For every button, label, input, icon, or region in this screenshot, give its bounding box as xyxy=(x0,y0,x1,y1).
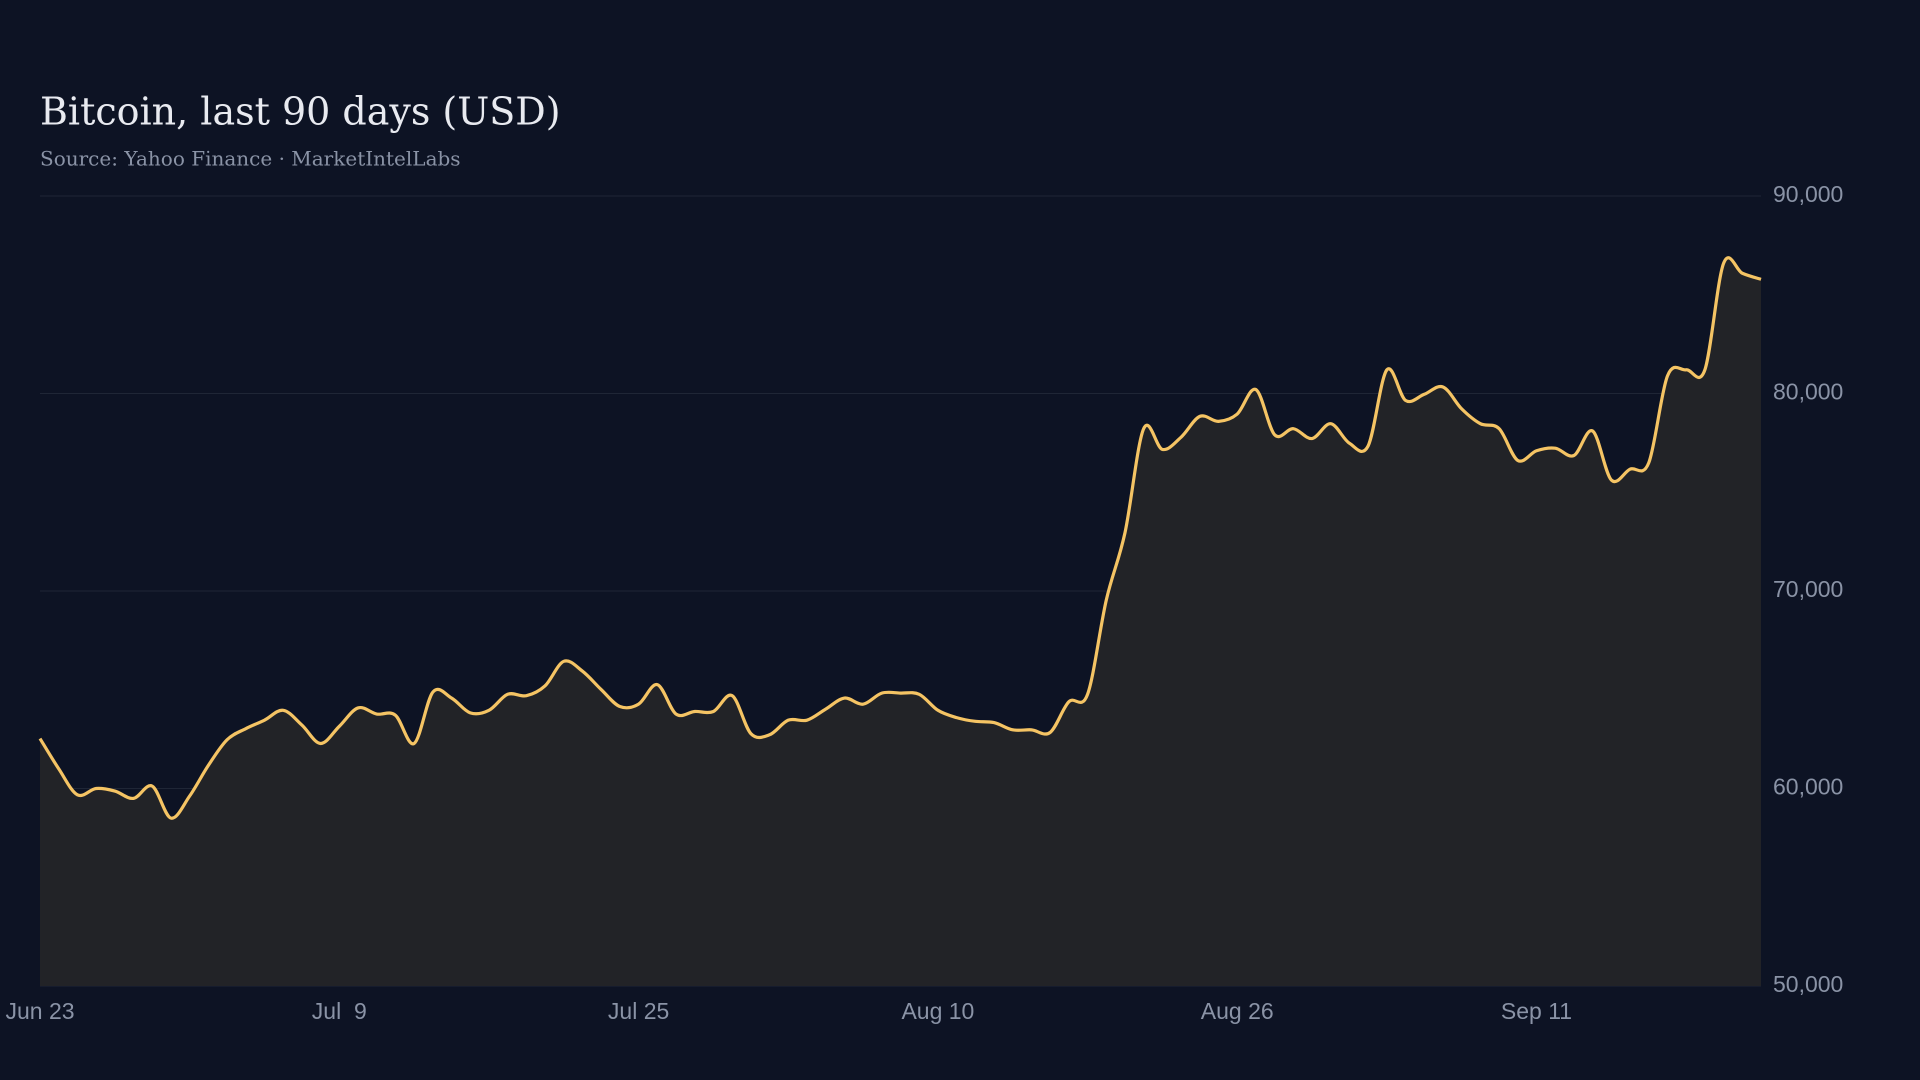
y-tick-label: 70,000 xyxy=(1773,576,1843,602)
y-tick-label: 80,000 xyxy=(1773,379,1843,405)
y-tick-label: 60,000 xyxy=(1773,774,1843,800)
x-tick-label: Jun 23 xyxy=(5,998,74,1024)
x-tick-label: Sep 11 xyxy=(1501,998,1572,1024)
y-tick-label: 50,000 xyxy=(1773,971,1843,997)
area xyxy=(40,257,1761,986)
x-tick-label: Jul 25 xyxy=(608,998,669,1024)
chart-subtitle: Source: Yahoo Finance · MarketIntelLabs xyxy=(40,147,461,171)
x-tick-label: Aug 26 xyxy=(1201,998,1274,1024)
chart-title: Bitcoin, last 90 days (USD) xyxy=(40,90,561,134)
plot-area: 50,000 60,000 70,000 80,000 90,000 Jun 23 Jul … xyxy=(5,181,1843,1024)
x-tick-label: Jul 9 xyxy=(312,998,367,1024)
line xyxy=(38,256,1762,820)
y-tick-label: 90,000 xyxy=(1773,181,1843,207)
x-tick-label: Aug 10 xyxy=(901,998,974,1024)
